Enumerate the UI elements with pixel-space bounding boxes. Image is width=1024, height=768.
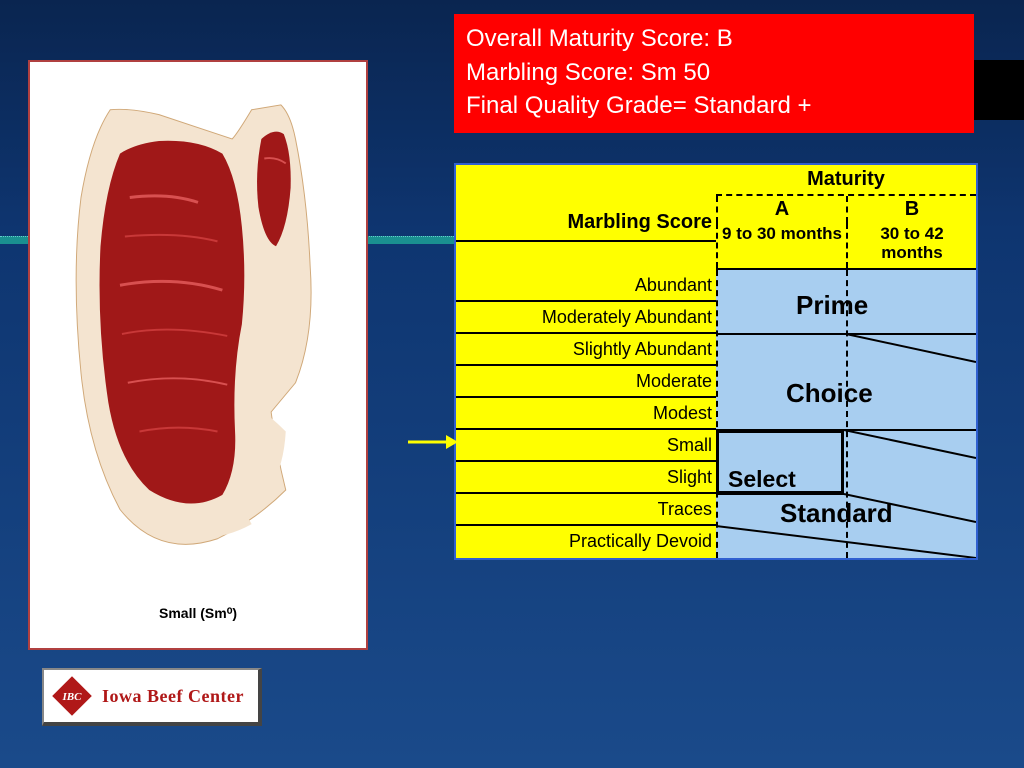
maturity-months-b: 30 to 42 months — [846, 223, 976, 268]
maturity-months-a: 9 to 30 months — [716, 223, 846, 268]
label-devoid: Practically Devoid — [456, 526, 716, 558]
label-modest: Modest — [456, 398, 716, 430]
grading-table: Marbling Score Maturity A B 9 to 30 mont… — [454, 163, 978, 560]
grades-area: Prime Choice Select Standard — [716, 270, 976, 558]
maturity-col-b: B — [846, 196, 976, 223]
logo-abbr: IBC — [62, 691, 83, 703]
label-traces: Traces — [456, 494, 716, 526]
label-mod-abundant: Moderately Abundant — [456, 302, 716, 334]
score-line-maturity: Overall Maturity Score: B — [466, 22, 962, 56]
label-slight: Slight — [456, 462, 716, 494]
score-line-grade: Final Quality Grade= Standard + — [466, 89, 962, 123]
arrow-icon — [408, 432, 458, 452]
marbling-labels: Abundant Moderately Abundant Slightly Ab… — [456, 270, 716, 558]
label-abundant: Abundant — [456, 270, 716, 302]
table-body: Abundant Moderately Abundant Slightly Ab… — [456, 270, 976, 558]
label-moderate: Moderate — [456, 366, 716, 398]
maturity-col-a: A — [716, 196, 846, 223]
label-small: Small — [456, 430, 716, 462]
score-summary-box: Overall Maturity Score: B Marbling Score… — [454, 14, 974, 133]
meat-caption: Small (Sm⁰) — [42, 605, 354, 622]
logo: IBC Iowa Beef Center — [42, 668, 262, 726]
meat-image-card: Small (Sm⁰) — [28, 60, 368, 650]
score-line-marbling: Marbling Score: Sm 50 — [466, 56, 962, 90]
meat-illustration — [42, 74, 354, 594]
maturity-header: Maturity — [716, 165, 976, 196]
marbling-score-header: Marbling Score — [456, 165, 716, 242]
label-sl-abundant: Slightly Abundant — [456, 334, 716, 366]
logo-text: Iowa Beef Center — [102, 686, 244, 707]
logo-diamond-icon: IBC — [50, 674, 94, 718]
table-header: Marbling Score Maturity A B 9 to 30 mont… — [456, 165, 976, 270]
